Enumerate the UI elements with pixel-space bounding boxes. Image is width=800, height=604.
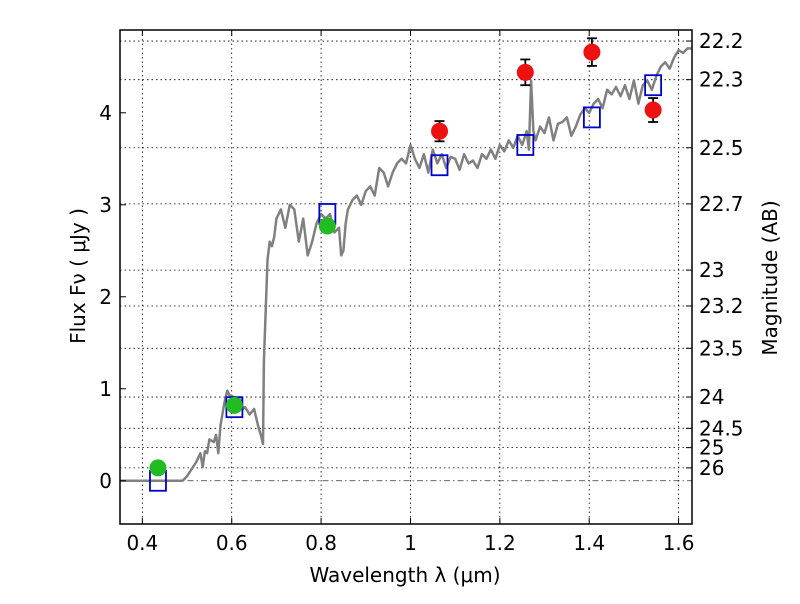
model-flux-box [644, 74, 663, 97]
x-tick-label: 0.4 [126, 531, 158, 555]
plot-frame [119, 29, 693, 525]
red-data-point [644, 101, 662, 119]
x-tick-label: 0.6 [216, 531, 248, 555]
x-tick-label: 0.8 [305, 531, 337, 555]
green-data-point [225, 396, 243, 414]
y2-tick-label: 25 [699, 436, 724, 460]
model-spectrum [120, 47, 692, 483]
y2-tick-label: 22.7 [699, 192, 744, 216]
x-tick-label: 1.2 [484, 531, 516, 555]
red-data-point [431, 122, 449, 140]
y-tick-label: 1 [99, 377, 112, 401]
data-points [149, 43, 662, 477]
green-data-point [318, 217, 336, 235]
red-data-point [516, 63, 534, 81]
model-flux-box [516, 134, 535, 156]
model-flux-box [430, 154, 449, 177]
x-axis-title: Wavelength λ (μm) [309, 563, 500, 587]
y2-tick-label: 23 [699, 258, 724, 282]
y-tick-label: 0 [99, 469, 112, 493]
model-flux-box [583, 106, 601, 129]
model-spectrum-line [120, 47, 692, 483]
y-tick-label: 3 [99, 193, 112, 217]
x-tick-label: 1.4 [573, 531, 605, 555]
y2-tick-label: 26 [699, 456, 724, 480]
x-tick-label: 1.6 [663, 531, 695, 555]
x-tick-label: 1 [404, 531, 417, 555]
y2-tick-label: 23.2 [699, 294, 744, 318]
grid [120, 30, 692, 524]
y-tick-label: 2 [99, 285, 112, 309]
green-data-point [149, 459, 167, 477]
y2-tick-label: 23.5 [699, 336, 744, 360]
ticks [120, 30, 692, 524]
y2-tick-label: 22.3 [699, 68, 744, 92]
red-data-point [583, 43, 601, 61]
y2-tick-label: 24.5 [699, 416, 744, 440]
y2-tick-label: 22.5 [699, 136, 744, 160]
y2-axis-title: Magnitude (AB) [758, 200, 782, 355]
y2-tick-label: 24 [699, 385, 724, 409]
tick-labels: 0.4 0.6 0.8 1 1.2 1.4 1.60123422.222.322.522.7… [99, 29, 743, 555]
y-tick-label: 4 [99, 101, 112, 125]
y2-tick-label: 22.2 [699, 29, 744, 53]
y-axis-title: Flux Fν ( μJy ) [66, 208, 90, 344]
